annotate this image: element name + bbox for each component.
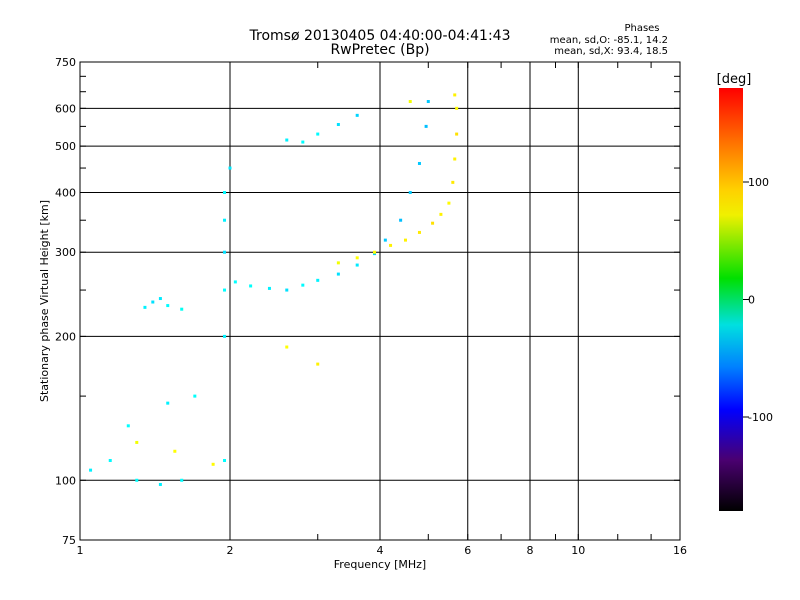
data-point-o — [223, 458, 227, 462]
data-point-o — [408, 190, 412, 194]
colorbar-tick-label: 0 — [748, 294, 755, 307]
data-point-x — [389, 243, 393, 247]
phases-o-stats: mean, sd,O: -85.1, 14.2 — [550, 35, 668, 46]
data-point-o — [285, 288, 289, 292]
data-point-o — [301, 283, 305, 287]
data-point-o — [158, 297, 162, 301]
data-point-x — [316, 362, 320, 366]
data-point-o — [180, 478, 184, 482]
data-point-o — [143, 305, 147, 309]
y-axis-label: Stationary phase Virtual Height [km] — [38, 200, 51, 402]
y-tick-label: 300 — [55, 246, 76, 259]
data-point-o — [126, 424, 130, 428]
data-point-o — [151, 300, 155, 304]
data-point-o — [417, 161, 421, 165]
data-point-x — [285, 345, 289, 349]
phases-header: Phases — [624, 23, 659, 34]
data-point-o — [135, 478, 139, 482]
data-point-x — [173, 449, 177, 453]
data-point-o — [249, 284, 253, 288]
data-point-x — [373, 250, 377, 254]
x-tick-label: 1 — [77, 544, 84, 557]
data-point-o — [301, 140, 305, 144]
data-point-x — [211, 462, 215, 466]
data-point-x — [355, 256, 359, 260]
data-point-x — [336, 261, 340, 265]
data-point-o — [399, 218, 403, 222]
data-point-x — [455, 132, 459, 136]
grid-lines — [80, 62, 680, 540]
y-tick-label: 400 — [55, 186, 76, 199]
axis-ticks: 1 2 4 6 8 10 16 75 100 200 300 400 500 600 750 — [55, 56, 687, 557]
data-point-x — [447, 201, 451, 205]
data-point-o — [180, 307, 184, 311]
y-tick-label: 750 — [55, 56, 76, 69]
data-point-x — [439, 212, 443, 216]
data-point-o — [316, 132, 320, 136]
data-point-o — [223, 218, 227, 222]
data-point-o — [355, 263, 359, 267]
data-point-o — [426, 100, 430, 104]
data-point-o — [158, 482, 162, 486]
data-point-o — [193, 394, 197, 398]
colorbar-ticks: 100 0 -100 — [743, 176, 773, 424]
data-point-o — [383, 238, 387, 242]
data-point-x — [431, 221, 435, 225]
data-point-x — [451, 180, 455, 184]
chart-subtitle: RwPretec (Bp) — [330, 42, 429, 58]
x-tick-label: 10 — [571, 544, 585, 557]
phases-x-stats: mean, sd,X: 93.4, 18.5 — [554, 46, 668, 57]
y-tick-label: 100 — [55, 474, 76, 487]
data-point-o — [108, 458, 112, 462]
x-axis-label: Frequency [MHz] — [334, 558, 426, 571]
data-point-o — [285, 138, 289, 142]
data-point-x — [417, 230, 421, 234]
chart-title: Tromsø 20130405 04:40:00-04:41:43 — [249, 28, 511, 44]
data-point-o — [355, 113, 359, 117]
data-point-o — [223, 288, 227, 292]
data-point-o — [336, 272, 340, 276]
data-point-x — [135, 440, 139, 444]
x-tick-label: 4 — [377, 544, 384, 557]
data-point-o — [233, 280, 237, 284]
colorbar: [deg] 100 0 -100 — [717, 72, 773, 511]
data-point-o — [228, 166, 232, 170]
colorbar-gradient — [719, 88, 743, 511]
data-point-x — [408, 100, 412, 104]
y-tick-label: 500 — [55, 140, 76, 153]
data-point-x — [453, 93, 457, 97]
data-point-o — [424, 124, 428, 128]
data-point-o — [166, 304, 170, 308]
data-point-o — [166, 401, 170, 405]
data-point-o — [223, 250, 227, 254]
data-point-x — [403, 238, 407, 242]
data-point-o — [89, 468, 93, 472]
y-tick-label: 600 — [55, 102, 76, 115]
colorbar-tick-label: -100 — [748, 411, 773, 424]
y-tick-label: 75 — [62, 534, 76, 547]
data-points — [89, 93, 459, 486]
data-point-x — [453, 157, 457, 161]
y-tick-label: 200 — [55, 330, 76, 343]
colorbar-label: [deg] — [717, 72, 752, 87]
data-point-x — [455, 106, 459, 110]
data-point-o — [267, 286, 271, 290]
data-point-o — [223, 334, 227, 338]
colorbar-tick-label: 100 — [748, 176, 769, 189]
data-point-o — [336, 123, 340, 127]
x-tick-label: 8 — [527, 544, 534, 557]
data-point-o — [316, 278, 320, 282]
data-point-o — [223, 190, 227, 194]
x-tick-label: 2 — [227, 544, 234, 557]
x-tick-label: 6 — [464, 544, 471, 557]
x-tick-label: 16 — [673, 544, 687, 557]
